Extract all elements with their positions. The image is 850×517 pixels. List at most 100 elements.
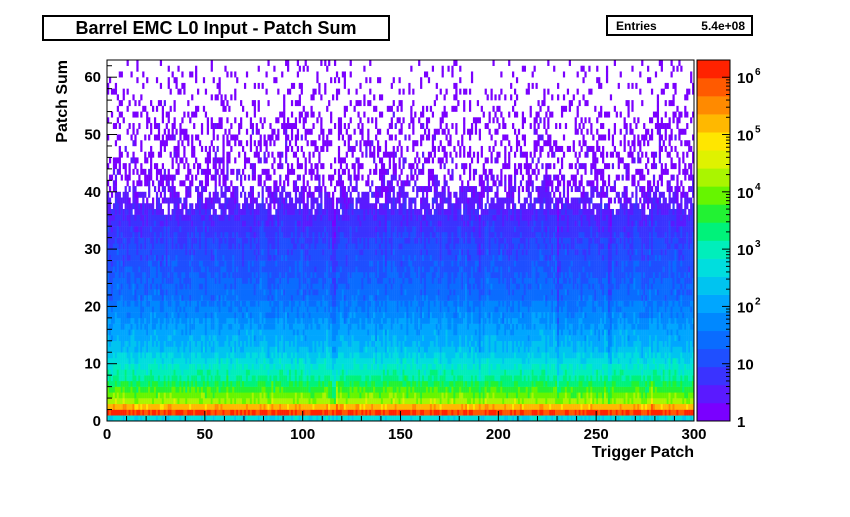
heatmap-cell — [197, 363, 200, 370]
heatmap-cell — [146, 231, 149, 238]
heatmap-cell — [204, 272, 208, 278]
heatmap-cell — [189, 294, 192, 301]
heatmap-cell — [296, 197, 300, 204]
heatmap-cell — [112, 300, 116, 307]
heatmap-cell — [318, 220, 321, 227]
heatmap-cell — [304, 323, 307, 330]
heatmap-cell — [126, 380, 129, 387]
heatmap-cell — [193, 123, 196, 130]
heatmap-cell — [257, 403, 260, 410]
heatmap-cell — [243, 272, 247, 278]
heatmap-cell — [271, 283, 274, 290]
heatmap-cell — [306, 403, 309, 410]
heatmap-cell — [197, 168, 200, 175]
heatmap-cell — [232, 231, 235, 238]
heatmap-cell — [261, 203, 264, 210]
heatmap-cell — [318, 335, 321, 342]
heatmap-cell — [114, 191, 118, 198]
heatmap-cell — [222, 151, 225, 158]
heatmap-cell — [212, 340, 215, 347]
heatmap-cell — [318, 409, 321, 416]
heatmap-cell — [298, 363, 301, 370]
heatmap-cell — [114, 220, 118, 227]
heatmap-cell — [120, 375, 123, 382]
heatmap-cell — [191, 335, 194, 342]
heatmap-cell — [155, 312, 159, 319]
heatmap-cell — [242, 145, 245, 152]
heatmap-cell — [116, 94, 119, 101]
heatmap-cell — [142, 214, 145, 221]
heatmap-cell — [240, 363, 243, 370]
heatmap-cell — [247, 254, 251, 261]
heatmap-cell — [134, 386, 137, 393]
heatmap-cell — [302, 409, 305, 416]
heatmap-cell — [251, 237, 254, 244]
heatmap-cell — [189, 346, 192, 353]
heatmap-cell — [283, 254, 286, 261]
heatmap-cell — [191, 283, 194, 290]
heatmap-cell — [281, 220, 284, 227]
heatmap-cell — [287, 306, 290, 313]
heatmap-cell — [161, 306, 164, 313]
heatmap-cell — [218, 237, 221, 244]
heatmap-cell — [198, 352, 202, 359]
heatmap-cell — [187, 317, 190, 324]
heatmap-cell — [290, 312, 294, 319]
heatmap-cell — [245, 306, 249, 313]
heatmap-cell — [212, 369, 215, 376]
heatmap-cell — [298, 197, 301, 204]
heatmap-cell — [204, 335, 208, 342]
heatmap-cell — [155, 392, 159, 399]
heatmap-cell — [167, 226, 170, 233]
heatmap-cell — [116, 277, 119, 284]
heatmap-cell — [200, 145, 204, 152]
heatmap-cell — [316, 283, 319, 290]
heatmap-cell — [153, 277, 157, 284]
heatmap-cell — [130, 363, 133, 370]
heatmap-cell — [191, 94, 194, 101]
heatmap-cell — [220, 157, 223, 164]
heatmap-cell — [175, 346, 178, 353]
heatmap-cell — [224, 352, 227, 359]
heatmap-cell — [220, 243, 223, 250]
heatmap-cell — [144, 369, 147, 376]
heatmap-cell — [114, 317, 118, 324]
heatmap-cell — [198, 277, 202, 284]
heatmap-cell — [126, 277, 129, 284]
heatmap-cell — [187, 352, 190, 359]
heatmap-cell — [195, 260, 198, 267]
heatmap-cell — [169, 386, 172, 393]
heatmap-cell — [247, 249, 251, 256]
heatmap-cell — [173, 260, 176, 267]
heatmap-cell — [238, 254, 241, 261]
heatmap-cell — [206, 197, 209, 204]
heatmap-cell — [261, 386, 264, 393]
heatmap-cell — [148, 375, 151, 382]
heatmap-cell — [253, 329, 256, 336]
heatmap-cell — [304, 352, 307, 359]
heatmap-cell — [257, 237, 260, 244]
heatmap-cell — [283, 346, 286, 353]
heatmap-cell — [197, 203, 200, 210]
heatmap-cell — [230, 398, 233, 405]
heatmap-cell — [287, 231, 290, 238]
heatmap-cell — [187, 380, 190, 387]
heatmap-cell — [310, 398, 313, 405]
heatmap-cell — [171, 357, 174, 364]
heatmap-cell — [292, 380, 296, 387]
heatmap-cell — [159, 289, 163, 296]
heatmap-cell — [165, 272, 168, 278]
heatmap-cell — [247, 392, 251, 399]
heatmap-cell — [179, 392, 182, 399]
heatmap-cell — [281, 386, 284, 393]
heatmap-cell — [314, 294, 317, 301]
heatmap-cell — [210, 140, 213, 147]
heatmap-cell — [285, 208, 288, 215]
heatmap-cell — [146, 208, 149, 215]
heatmap-cell — [212, 237, 215, 244]
heatmap-cell — [214, 392, 217, 399]
heatmap-cell — [300, 312, 303, 319]
heatmap-cell — [200, 300, 204, 307]
heatmap-cell — [255, 346, 258, 353]
heatmap-cell — [243, 340, 247, 347]
